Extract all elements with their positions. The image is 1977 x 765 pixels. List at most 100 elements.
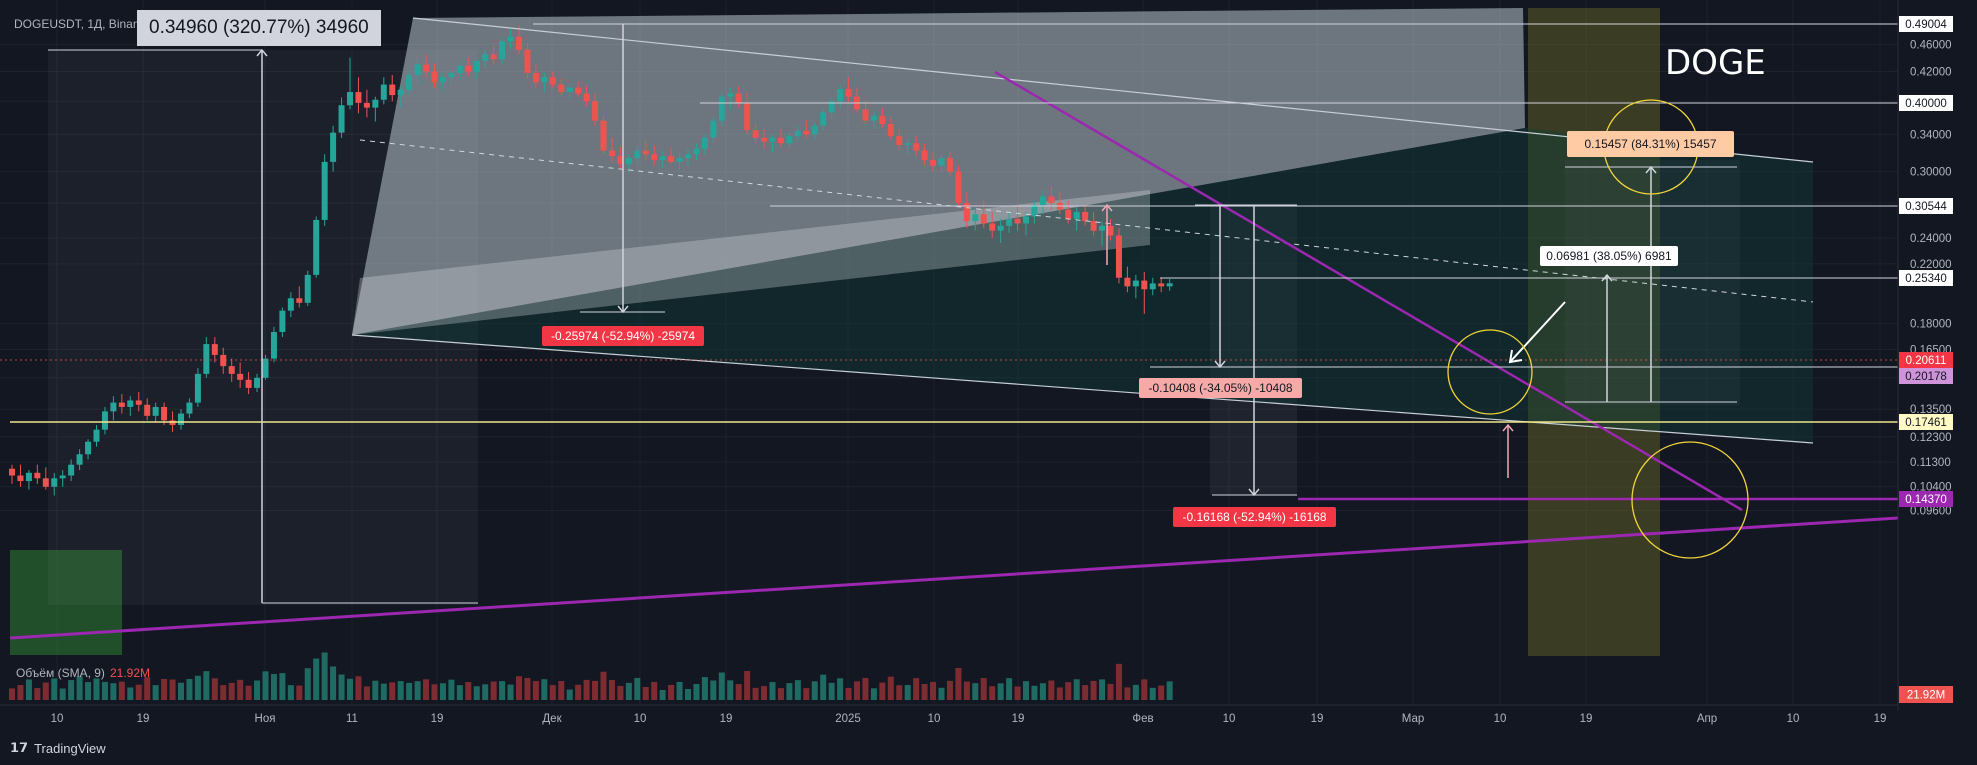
measure-label-text: -0.10408 (-34.05%) -10408 bbox=[1148, 381, 1292, 395]
candle-body bbox=[946, 158, 953, 172]
price-axis-tick: 0.18000 bbox=[1910, 319, 1952, 331]
volume-bar bbox=[701, 677, 708, 700]
candle-body bbox=[583, 93, 590, 102]
candle-body bbox=[1132, 280, 1139, 287]
volume-bar bbox=[17, 685, 24, 700]
candle-body bbox=[101, 411, 108, 430]
candle-body bbox=[727, 93, 734, 97]
time-axis-tick: 19 bbox=[720, 713, 733, 725]
candle-body bbox=[938, 158, 945, 166]
measure-label-text: 0.15457 (84.31%) 15457 bbox=[1584, 137, 1716, 151]
candle-body bbox=[870, 115, 877, 121]
volume-bar bbox=[718, 672, 725, 700]
time-axis-tick: Ноя bbox=[255, 713, 276, 725]
candle-body bbox=[676, 158, 683, 162]
candle-body bbox=[85, 441, 92, 455]
candle-body bbox=[777, 137, 784, 144]
volume-axis-tag-text: 21.92M bbox=[1907, 690, 1945, 702]
symbol-line: DOGEUSDT, 1Д, Binance bbox=[14, 17, 153, 31]
volume-bar bbox=[76, 676, 83, 700]
volume-bar bbox=[727, 680, 734, 700]
volume-bar bbox=[549, 685, 556, 700]
candle-body bbox=[203, 344, 210, 374]
candle-body bbox=[304, 274, 311, 303]
candle-body bbox=[1014, 218, 1021, 224]
tradingview-logo[interactable]: 𝟭𝟳 TradingView bbox=[10, 738, 106, 758]
measure-label-box bbox=[1540, 246, 1678, 266]
volume-bar bbox=[896, 685, 903, 700]
candle-body bbox=[963, 202, 970, 222]
measure-label-text: -0.25974 (-52.94%) -25974 bbox=[551, 329, 695, 343]
candle-body bbox=[516, 36, 522, 50]
candle-body bbox=[710, 120, 717, 138]
measure-label-text: 0.06981 (38.05%) 6981 bbox=[1546, 249, 1672, 263]
candle-body bbox=[42, 478, 49, 487]
candle-body bbox=[921, 150, 928, 160]
candle-body bbox=[549, 77, 556, 85]
candle-body bbox=[482, 54, 489, 62]
time-axis-tick: 10 bbox=[928, 713, 941, 725]
volume-bar bbox=[786, 683, 793, 700]
candle-body bbox=[634, 150, 641, 159]
volume-bar bbox=[245, 685, 252, 700]
highlight-circle-3 bbox=[1631, 441, 1749, 559]
candle-body bbox=[592, 101, 599, 121]
volume-bar bbox=[1115, 663, 1122, 700]
volume-bar bbox=[651, 681, 658, 700]
measure-label-box bbox=[1567, 131, 1734, 157]
volume-bar bbox=[769, 682, 776, 700]
volume-bars bbox=[9, 652, 1173, 700]
volume-bar bbox=[1107, 683, 1114, 700]
candle-body bbox=[118, 402, 125, 407]
volume-bar bbox=[862, 677, 869, 700]
price-tag bbox=[1899, 352, 1953, 368]
price-axis-tick: 0.34000 bbox=[1910, 129, 1952, 141]
volume-bar bbox=[1124, 687, 1131, 700]
price-tag bbox=[1899, 95, 1953, 111]
chart-annotation-title: DOGE bbox=[1665, 43, 1766, 83]
candle-body bbox=[752, 130, 759, 138]
time-axis-tick: 2025 bbox=[835, 713, 861, 725]
volume-bar bbox=[270, 674, 277, 700]
candle-body bbox=[389, 84, 396, 96]
volume-bar bbox=[161, 678, 168, 700]
volume-bar bbox=[355, 676, 362, 700]
candle-body bbox=[499, 41, 506, 60]
volume-bar bbox=[583, 679, 590, 700]
volume-bar bbox=[144, 677, 151, 700]
price-tag-text: 0.20611 bbox=[1906, 355, 1947, 367]
pink-arrow-2-head bbox=[1502, 423, 1514, 432]
candle-body bbox=[1031, 205, 1038, 217]
candle-body bbox=[127, 400, 134, 407]
candle-body bbox=[693, 148, 700, 155]
candle-body bbox=[642, 150, 649, 155]
volume-bar bbox=[347, 678, 353, 700]
candle-body bbox=[811, 125, 818, 135]
volume-bar bbox=[1073, 679, 1080, 700]
candle-body bbox=[625, 158, 632, 164]
volume-bar bbox=[921, 684, 928, 700]
volume-bar bbox=[211, 678, 218, 700]
time-axis-tick: Апр bbox=[1697, 713, 1717, 725]
candle-body bbox=[1073, 211, 1080, 219]
volume-bar bbox=[237, 679, 244, 700]
candle-body bbox=[1065, 209, 1072, 219]
volume-bar bbox=[152, 685, 159, 700]
candle-body bbox=[490, 54, 497, 60]
lower-support-line bbox=[351, 334, 1814, 444]
candle-body bbox=[431, 71, 438, 83]
volume-bar bbox=[34, 688, 41, 700]
candle-body bbox=[794, 130, 801, 137]
candle-body bbox=[397, 89, 404, 96]
candle-body bbox=[380, 84, 387, 100]
candle-body bbox=[862, 109, 869, 121]
price-axis-tick: 0.11300 bbox=[1910, 457, 1951, 469]
time-axis-tick: 19 bbox=[1012, 713, 1025, 725]
time-axis-tick: Фев bbox=[1132, 713, 1153, 725]
drawings: -0.25974 (-52.94%) -25974 -0.10408 (-34.0… bbox=[0, 17, 1899, 640]
candle-body bbox=[1048, 196, 1055, 203]
candle-body bbox=[161, 406, 168, 421]
candle-body bbox=[955, 171, 962, 203]
time-axis-tick: 10 bbox=[51, 713, 64, 725]
